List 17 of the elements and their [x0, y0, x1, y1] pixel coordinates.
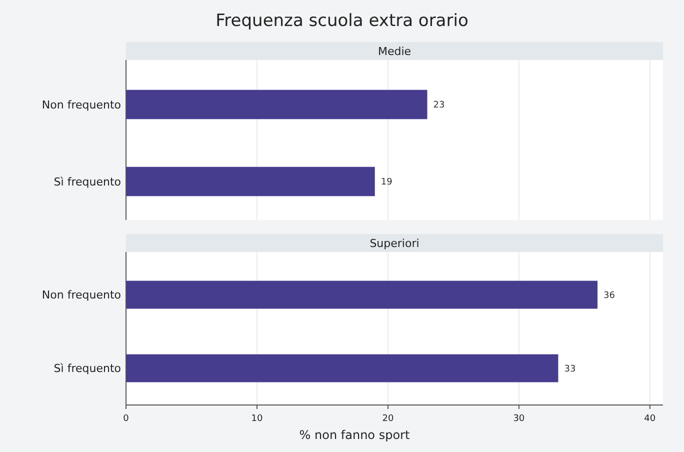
- data-label: 23: [433, 100, 445, 111]
- x-tick-label: 0: [123, 414, 130, 424]
- chart-subtitle: Superiori: [370, 237, 420, 250]
- x-tick-label: 20: [382, 414, 394, 424]
- y-tick-label: Non frequento: [42, 98, 122, 112]
- x-axis-title: % non fanno sport: [299, 428, 410, 442]
- data-label: 33: [564, 364, 576, 374]
- y-tick-label: Non frequento: [42, 288, 122, 302]
- chart-title: Frequenza scuola extra orario: [216, 11, 468, 31]
- chart-subtitle: Medie: [378, 45, 412, 58]
- y-tick-label: Sì frequento: [54, 175, 122, 188]
- x-tick-label: 10: [251, 414, 263, 424]
- data-label: 36: [604, 290, 616, 301]
- x-tick-label: 40: [644, 414, 656, 424]
- y-tick-label: Sì frequento: [54, 362, 122, 376]
- x-tick-label: 30: [513, 414, 525, 424]
- data-label: 19: [380, 178, 393, 188]
